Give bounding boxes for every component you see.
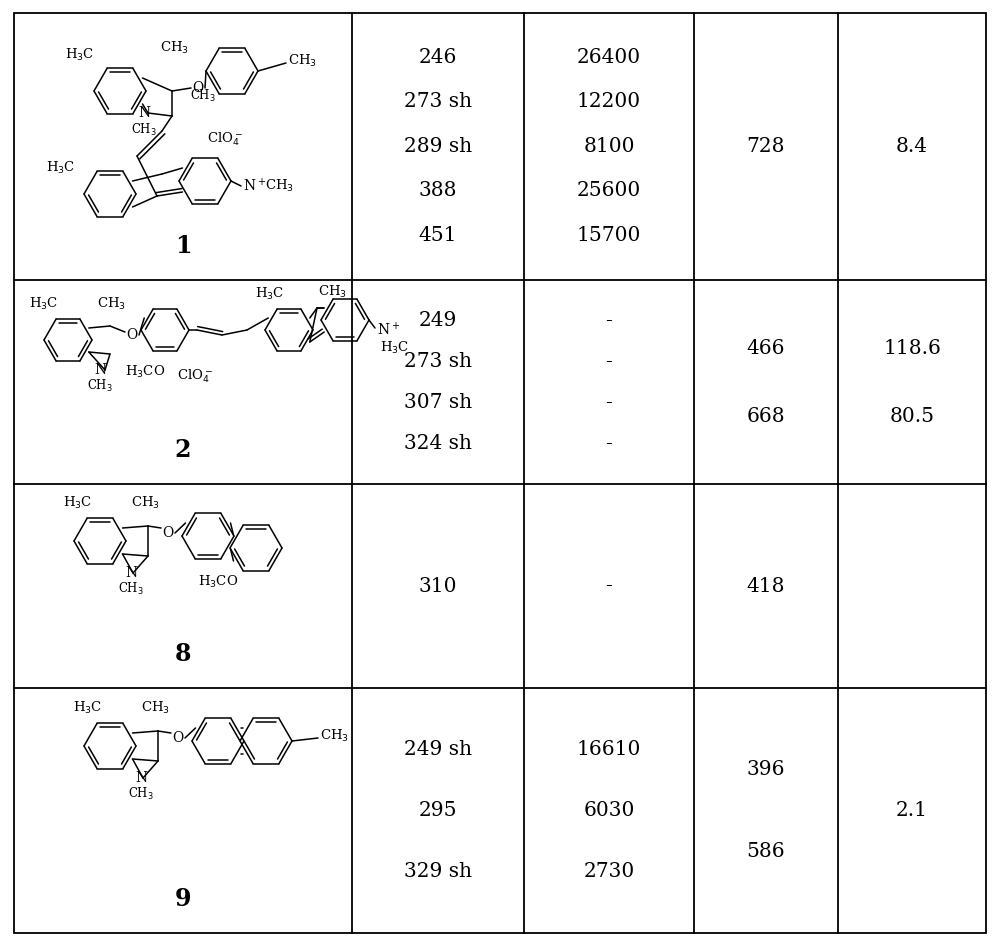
Text: CH$_3$: CH$_3$: [320, 728, 349, 745]
Text: N: N: [125, 566, 137, 580]
Text: CH$_3$: CH$_3$: [128, 786, 154, 802]
Text: 418: 418: [746, 576, 785, 595]
Text: -: -: [605, 393, 612, 412]
Text: 728: 728: [746, 137, 785, 156]
Text: CH$_3$: CH$_3$: [97, 296, 126, 312]
Text: O: O: [127, 328, 138, 342]
Text: 6030: 6030: [583, 801, 634, 820]
Text: CH$_3$: CH$_3$: [190, 88, 216, 104]
Text: -: -: [605, 433, 612, 453]
Text: CH$_3$: CH$_3$: [87, 378, 113, 394]
Text: CH$_3$: CH$_3$: [318, 284, 347, 300]
Text: -: -: [605, 352, 612, 371]
Text: 1: 1: [175, 234, 191, 258]
Text: 329 sh: 329 sh: [404, 862, 472, 882]
Text: CH$_3$: CH$_3$: [131, 122, 157, 138]
Text: CH$_3$: CH$_3$: [288, 53, 317, 69]
Text: H$_3$C: H$_3$C: [46, 160, 75, 176]
Text: CH$_3$: CH$_3$: [131, 495, 160, 511]
Text: ClO$_4^-$: ClO$_4^-$: [207, 131, 243, 148]
Text: 586: 586: [746, 842, 785, 861]
Text: CH$_3$: CH$_3$: [265, 178, 294, 194]
Text: N: N: [135, 771, 147, 785]
Text: ClO$_4^-$: ClO$_4^-$: [177, 367, 213, 385]
Text: 118.6: 118.6: [883, 339, 941, 358]
Text: 2.1: 2.1: [896, 801, 928, 820]
Text: 668: 668: [746, 407, 785, 426]
Text: 2: 2: [175, 438, 191, 462]
Text: H$_3$C: H$_3$C: [65, 47, 94, 63]
Text: CH$_3$: CH$_3$: [141, 700, 170, 716]
Text: N$^+$: N$^+$: [243, 177, 266, 195]
Text: H$_3$C: H$_3$C: [380, 340, 410, 356]
Text: -: -: [605, 576, 612, 595]
Text: 8100: 8100: [583, 137, 634, 156]
Text: 16610: 16610: [576, 740, 641, 759]
Text: 249 sh: 249 sh: [404, 740, 472, 759]
Text: 289 sh: 289 sh: [404, 137, 473, 156]
Text: 8.4: 8.4: [896, 137, 928, 156]
Text: CH$_3$: CH$_3$: [160, 40, 189, 56]
Text: 8: 8: [175, 642, 191, 666]
Text: H$_3$C: H$_3$C: [63, 495, 92, 511]
Text: 388: 388: [419, 182, 458, 201]
Text: 273 sh: 273 sh: [404, 352, 472, 371]
Text: 396: 396: [746, 761, 785, 780]
Text: 310: 310: [419, 576, 458, 595]
Text: 25600: 25600: [576, 182, 641, 201]
Text: H$_3$C: H$_3$C: [73, 700, 102, 716]
Text: -: -: [605, 311, 612, 330]
Text: 466: 466: [746, 339, 785, 358]
Text: 80.5: 80.5: [889, 407, 934, 426]
Text: O: O: [173, 731, 184, 745]
Text: 26400: 26400: [577, 48, 641, 67]
Text: 9: 9: [175, 887, 191, 911]
Text: 2730: 2730: [583, 862, 634, 882]
Text: H$_3$C: H$_3$C: [29, 296, 58, 312]
Text: H$_3$CO: H$_3$CO: [125, 364, 165, 380]
Text: 307 sh: 307 sh: [404, 393, 473, 412]
Text: 324 sh: 324 sh: [404, 433, 472, 453]
Text: 246: 246: [419, 48, 458, 67]
Text: 15700: 15700: [576, 226, 641, 245]
Text: H$_3$C: H$_3$C: [255, 286, 284, 302]
Text: 249: 249: [419, 311, 458, 330]
Text: 12200: 12200: [577, 93, 641, 112]
Text: H$_3$CO: H$_3$CO: [198, 574, 238, 590]
Text: N: N: [94, 363, 106, 377]
Text: CH$_3$: CH$_3$: [118, 581, 144, 597]
Text: O: O: [163, 526, 174, 540]
Text: 273 sh: 273 sh: [404, 93, 472, 112]
Text: 451: 451: [419, 226, 458, 245]
Text: O: O: [193, 81, 204, 95]
Text: N$^+$: N$^+$: [377, 322, 401, 339]
Text: N: N: [138, 106, 150, 120]
Text: 295: 295: [419, 801, 458, 820]
